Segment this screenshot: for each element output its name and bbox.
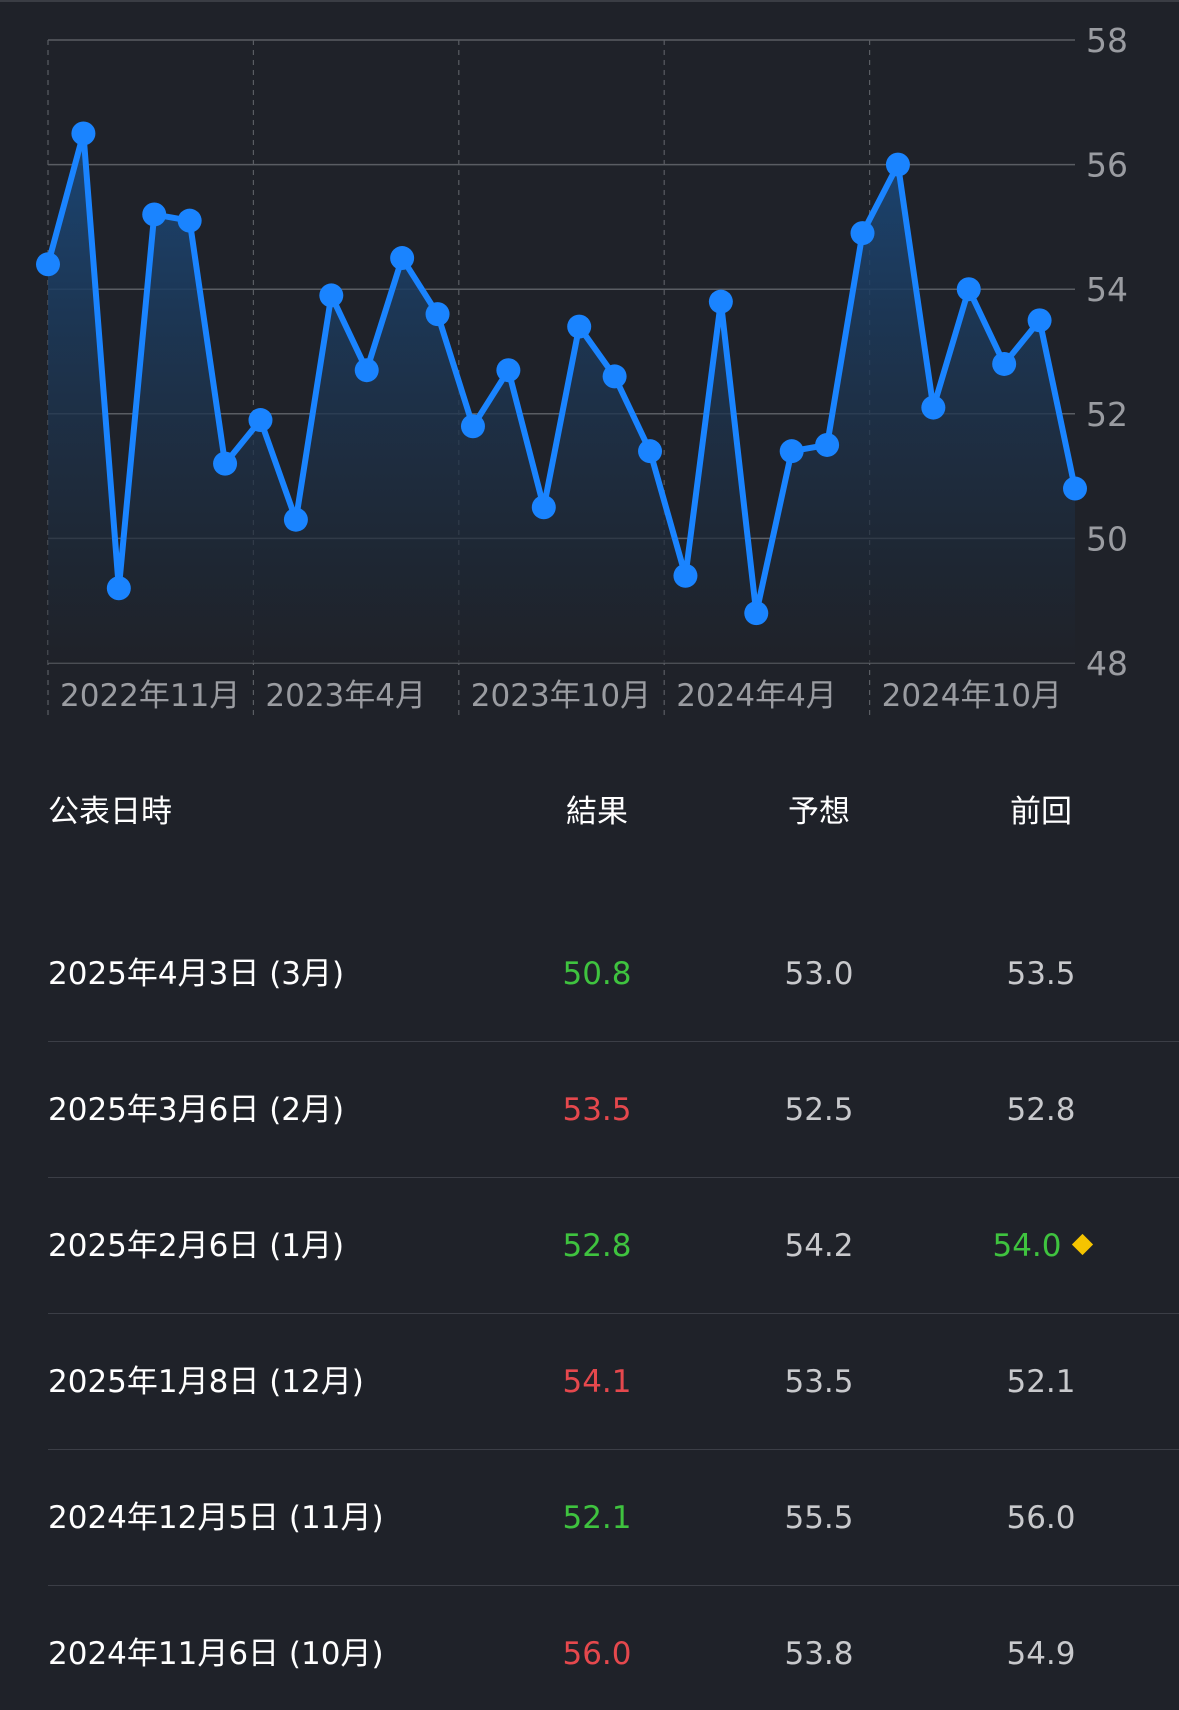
data-point xyxy=(319,283,344,308)
data-point xyxy=(602,364,627,389)
row-date: 2024年11月6日 (10月) xyxy=(48,1635,384,1672)
data-point xyxy=(744,601,769,626)
row-previous: 54.0 xyxy=(931,1226,1151,1266)
y-tick-label: 50 xyxy=(1086,519,1128,558)
table-row[interactable]: 2024年11月6日 (10月) 56.0 53.8 54.9 xyxy=(48,1586,1179,1710)
table-row[interactable]: 2024年12月5日 (11月) 52.1 55.5 56.0 xyxy=(48,1450,1179,1586)
data-point xyxy=(142,202,167,227)
data-point xyxy=(885,152,910,177)
header-forecast[interactable]: 予想 xyxy=(788,794,850,830)
row-previous-value: 52.1 xyxy=(1006,1363,1076,1400)
data-point xyxy=(390,246,415,271)
header-date[interactable]: 公表日時 xyxy=(48,794,172,830)
row-actual: 54.1 xyxy=(562,1363,632,1400)
y-tick-label: 56 xyxy=(1086,146,1128,185)
data-point xyxy=(354,358,379,383)
data-point xyxy=(213,451,238,476)
data-point xyxy=(708,289,733,314)
data-point xyxy=(248,408,273,433)
data-point xyxy=(779,439,804,464)
x-tick-label: 2023年10月 xyxy=(471,678,651,714)
series-line xyxy=(45,130,1078,617)
table-row[interactable]: 2025年3月6日 (2月) 53.5 52.5 52.8 xyxy=(48,1042,1179,1178)
row-previous-value: 54.0 xyxy=(992,1227,1062,1264)
data-point xyxy=(921,395,946,420)
y-axis-labels: 48 50 52 54 56 58 xyxy=(1086,21,1128,683)
row-forecast: 53.8 xyxy=(784,1635,854,1672)
row-previous-value: 56.0 xyxy=(1006,1499,1076,1536)
chart-points xyxy=(36,121,1087,626)
data-point xyxy=(460,414,485,439)
row-previous-value: 54.9 xyxy=(1006,1635,1076,1672)
row-previous-value: 53.5 xyxy=(1006,955,1076,992)
row-previous: 53.5 xyxy=(931,954,1151,994)
data-point xyxy=(106,576,131,601)
table-row[interactable]: 2025年1月8日 (12月) 54.1 53.5 52.1 xyxy=(48,1314,1179,1450)
table-row[interactable]: 2025年2月6日 (1月) 52.8 54.2 54.0 xyxy=(48,1178,1179,1314)
data-point xyxy=(850,221,875,246)
x-tick-label: 2024年4月 xyxy=(676,678,837,714)
y-tick-label: 48 xyxy=(1086,644,1128,683)
data-point xyxy=(567,314,592,339)
row-actual: 52.8 xyxy=(562,1227,632,1264)
row-previous: 54.9 xyxy=(931,1634,1151,1674)
x-tick-label: 2022年11月 xyxy=(60,678,240,714)
revised-diamond-icon xyxy=(1071,1233,1093,1255)
data-point xyxy=(992,351,1017,376)
data-point xyxy=(1027,308,1052,333)
row-previous: 56.0 xyxy=(931,1498,1151,1538)
area-fill xyxy=(48,133,1075,663)
data-point xyxy=(71,121,96,146)
data-point xyxy=(496,358,521,383)
data-point xyxy=(815,432,840,457)
table-row[interactable]: 2025年4月3日 (3月) 50.8 53.0 53.5 xyxy=(48,906,1179,1042)
row-forecast: 54.2 xyxy=(784,1227,854,1264)
row-actual: 50.8 xyxy=(562,955,632,992)
data-point xyxy=(283,507,308,532)
chart-line xyxy=(45,130,1078,617)
data-point xyxy=(1063,476,1087,501)
data-point xyxy=(531,495,556,520)
table-header: 公表日時 結果 予想 前回 xyxy=(0,760,1179,906)
y-tick-label: 54 xyxy=(1086,270,1128,309)
row-actual: 52.1 xyxy=(562,1499,632,1536)
y-tick-label: 58 xyxy=(1086,21,1128,60)
data-point xyxy=(425,302,450,327)
row-date: 2025年4月3日 (3月) xyxy=(48,955,345,992)
row-date: 2025年2月6日 (1月) xyxy=(48,1227,345,1264)
y-tick-label: 52 xyxy=(1086,395,1128,434)
row-forecast: 52.5 xyxy=(784,1091,854,1128)
row-date: 2025年1月8日 (12月) xyxy=(48,1363,364,1400)
row-actual: 53.5 xyxy=(562,1091,632,1128)
data-point xyxy=(673,563,698,588)
row-previous-value: 52.8 xyxy=(1006,1091,1076,1128)
row-forecast: 53.0 xyxy=(784,955,854,992)
data-point xyxy=(956,277,981,302)
row-date: 2025年3月6日 (2月) xyxy=(48,1091,345,1128)
row-previous: 52.1 xyxy=(931,1362,1151,1402)
row-actual: 56.0 xyxy=(562,1635,632,1672)
row-forecast: 53.5 xyxy=(784,1363,854,1400)
data-point xyxy=(638,439,663,464)
x-tick-label: 2023年4月 xyxy=(265,678,426,714)
data-point xyxy=(36,252,60,277)
header-actual[interactable]: 結果 xyxy=(566,794,628,830)
row-previous: 52.8 xyxy=(931,1090,1151,1130)
top-divider xyxy=(0,0,1179,2)
release-history-table: 公表日時 結果 予想 前回 2025年4月3日 (3月) 50.8 53.0 5… xyxy=(0,760,1179,1710)
x-tick-label: 2024年10月 xyxy=(882,678,1062,714)
header-previous[interactable]: 前回 xyxy=(1010,794,1072,830)
row-forecast: 55.5 xyxy=(784,1499,854,1536)
data-point xyxy=(177,208,202,233)
chart-area xyxy=(48,133,1075,663)
row-date: 2024年12月5日 (11月) xyxy=(48,1499,384,1536)
x-axis-labels: 2022年11月 2023年4月 2023年10月 2024年4月 2024年10月 xyxy=(60,678,1062,714)
line-chart[interactable]: 48 50 52 54 56 58 2022年11月 2023年4月 2023年10月 2024… xyxy=(0,0,1179,730)
